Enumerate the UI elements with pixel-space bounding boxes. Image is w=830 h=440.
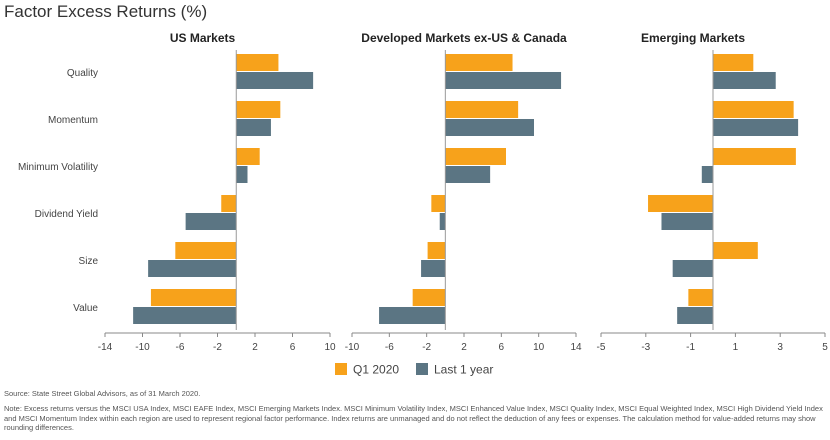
note-text: Note: Excess returns versus the MSCI USA… — [4, 404, 823, 432]
x-tick-label: 6 — [499, 342, 505, 353]
category-label: Dividend Yield — [35, 209, 98, 220]
bar-value-q1 — [150, 289, 237, 306]
bar-size-year — [148, 260, 237, 277]
legend-label-q1: Q1 2020 — [353, 363, 399, 377]
x-tick-label: -10 — [135, 342, 150, 353]
x-tick-label: -14 — [98, 342, 113, 353]
panel-title: US Markets — [170, 31, 236, 45]
bar-quality-year — [713, 72, 776, 89]
x-tick-label: -3 — [641, 342, 650, 353]
bar-dividend-yield-year — [185, 213, 237, 230]
bar-dividend-yield-q1 — [648, 195, 713, 212]
category-label: Value — [73, 303, 98, 314]
bar-quality-q1 — [236, 54, 279, 71]
bar-minimum-volatility-q1 — [236, 148, 260, 165]
bar-value-q1 — [688, 289, 713, 306]
bar-size-q1 — [713, 242, 758, 259]
bar-value-q1 — [412, 289, 446, 306]
legend: Q1 2020 Last 1 year — [335, 363, 493, 377]
bar-value-year — [133, 307, 237, 324]
bar-momentum-year — [236, 119, 271, 136]
bar-size-year — [672, 260, 713, 277]
legend-swatch-q1 — [335, 363, 347, 375]
x-tick-label: -5 — [597, 342, 606, 353]
x-tick-label: -6 — [385, 342, 394, 353]
x-tick-label: -2 — [422, 342, 431, 353]
bar-momentum-year — [713, 119, 799, 136]
category-label: Quality — [67, 68, 98, 79]
panel-title: Developed Markets ex-US & Canada — [361, 31, 567, 45]
x-tick-label: -1 — [686, 342, 695, 353]
x-tick-label: 5 — [822, 342, 828, 353]
x-tick-label: 6 — [290, 342, 296, 353]
bar-size-q1 — [175, 242, 237, 259]
bar-value-year — [379, 307, 446, 324]
bar-minimum-volatility-q1 — [445, 148, 506, 165]
bar-dividend-yield-year — [439, 213, 446, 230]
bar-quality-year — [236, 72, 314, 89]
source-text: Source: State Street Global Advisors, as… — [4, 389, 201, 398]
bar-dividend-yield-year — [661, 213, 713, 230]
bar-quality-year — [445, 72, 562, 89]
bar-minimum-volatility-year — [701, 166, 713, 183]
x-tick-label: 2 — [252, 342, 258, 353]
x-tick-label: 3 — [777, 342, 783, 353]
bar-momentum-year — [445, 119, 534, 136]
bar-minimum-volatility-year — [445, 166, 491, 183]
x-tick-label: -10 — [345, 342, 360, 353]
bar-quality-q1 — [713, 54, 754, 71]
panel-2: Emerging Markets -5 -3 -1 1 3 5 — [597, 31, 829, 353]
x-tick-label: 10 — [533, 342, 545, 353]
bar-quality-q1 — [445, 54, 513, 71]
bar-size-q1 — [427, 242, 446, 259]
bar-momentum-q1 — [445, 101, 519, 118]
x-tick-label: 10 — [324, 342, 336, 353]
category-label: Minimum Volatility — [18, 162, 98, 173]
x-tick-label: 14 — [570, 342, 582, 353]
chart-title: Factor Excess Returns (%) — [4, 2, 208, 21]
bar-minimum-volatility-q1 — [713, 148, 796, 165]
panel-1: Developed Markets ex-US & Canada -10 -6 -2 2… — [345, 31, 582, 353]
x-tick-label: 2 — [461, 342, 467, 353]
panel-0: US Markets -14 -10 -6 -2 2 6 10 — [98, 31, 336, 353]
category-label: Momentum — [48, 115, 98, 126]
category-label: Size — [79, 256, 99, 267]
legend-label-year: Last 1 year — [434, 363, 493, 377]
x-tick-label: 1 — [733, 342, 739, 353]
bar-minimum-volatility-year — [236, 166, 248, 183]
x-tick-label: -6 — [176, 342, 185, 353]
bar-momentum-q1 — [236, 101, 281, 118]
bar-value-year — [677, 307, 713, 324]
x-tick-label: -2 — [213, 342, 222, 353]
bar-momentum-q1 — [713, 101, 794, 118]
bar-size-year — [421, 260, 446, 277]
legend-swatch-year — [416, 363, 428, 375]
bar-dividend-yield-q1 — [221, 195, 237, 212]
bar-dividend-yield-q1 — [431, 195, 446, 212]
panel-title: Emerging Markets — [641, 31, 745, 45]
